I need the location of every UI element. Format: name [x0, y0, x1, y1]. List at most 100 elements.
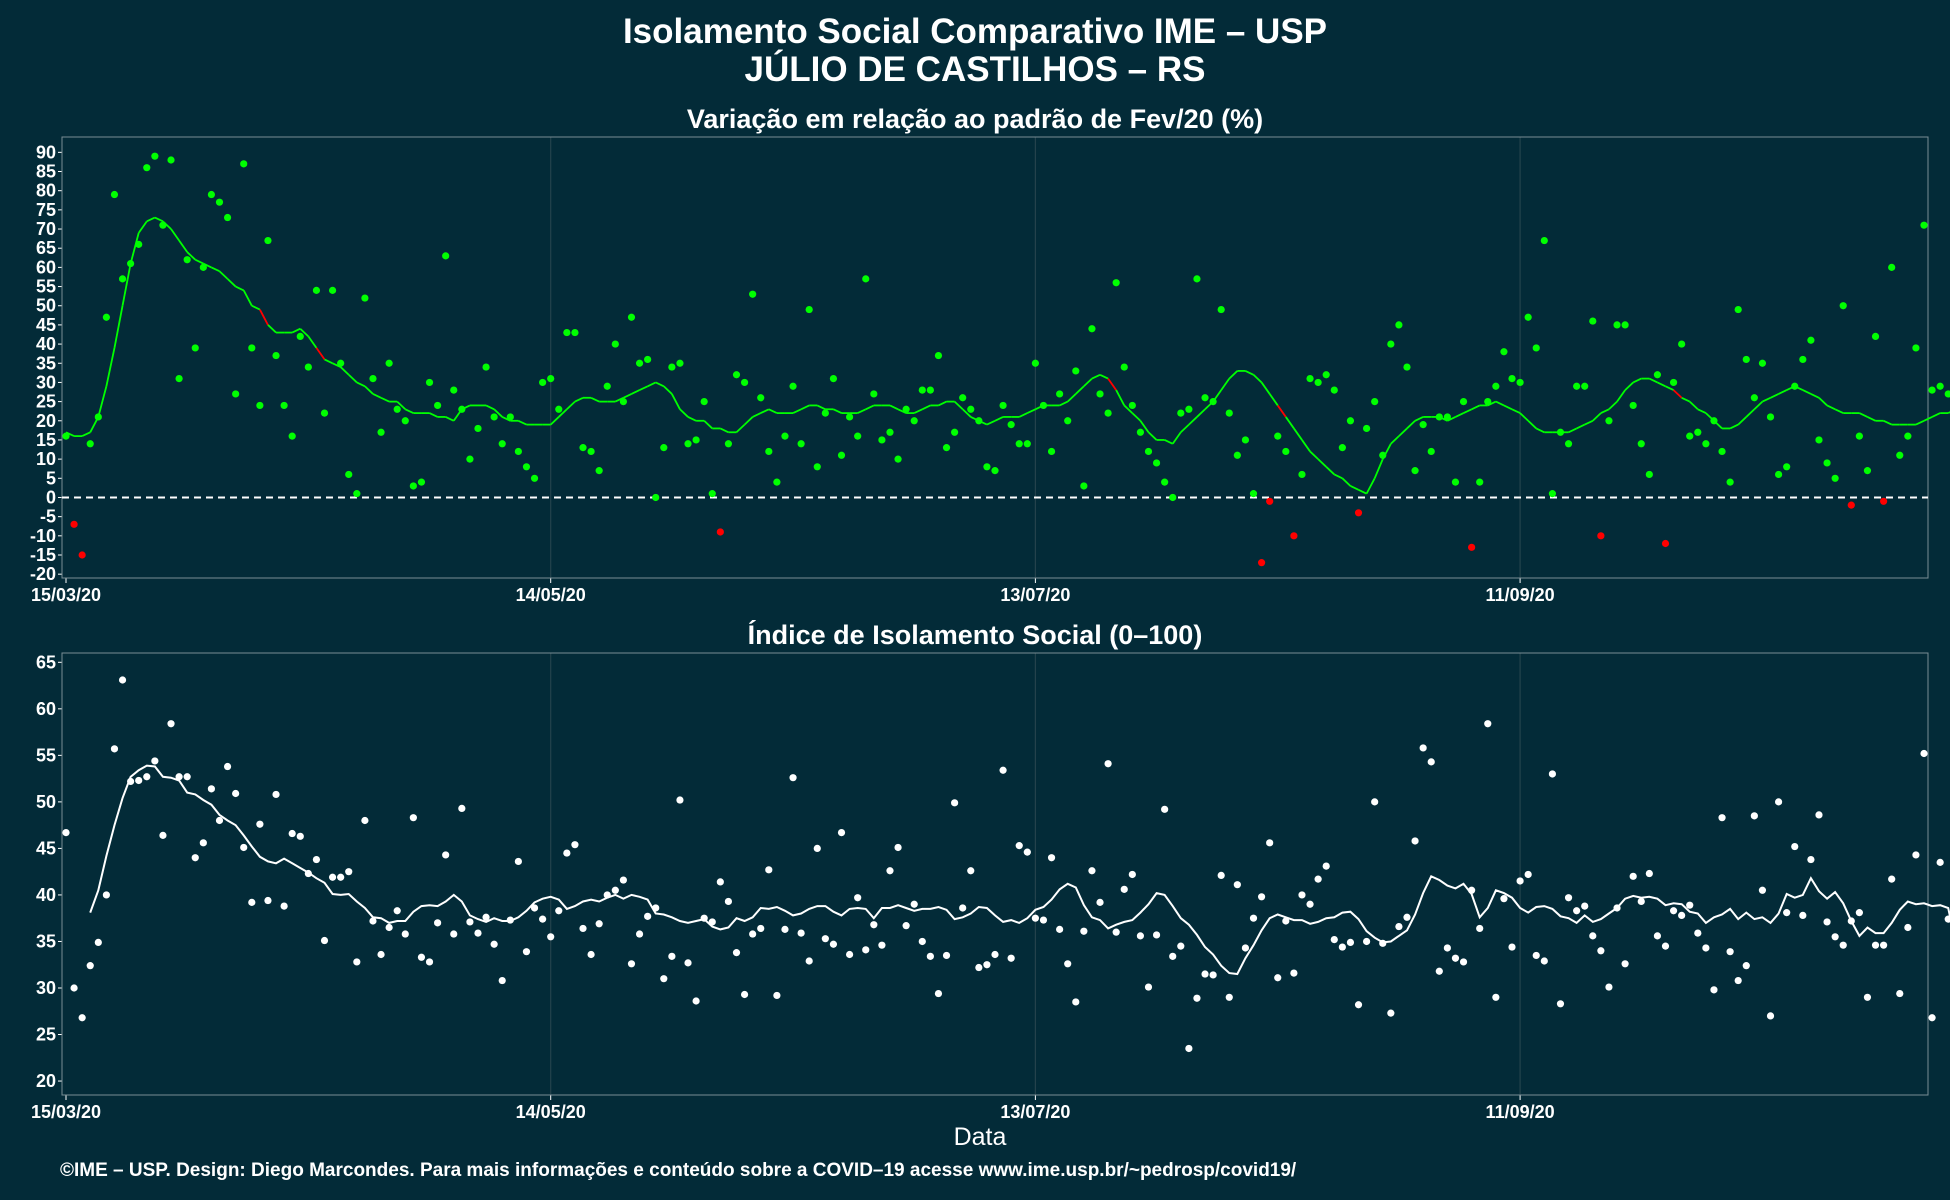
data-point [1314, 378, 1322, 387]
moving-average-segment [558, 408, 568, 418]
data-point [1823, 459, 1831, 467]
moving-average-segment [307, 335, 318, 349]
data-point [417, 953, 426, 961]
data-point [724, 897, 733, 906]
data-point [571, 328, 579, 337]
data-point [959, 394, 967, 402]
data-point [1128, 870, 1136, 879]
moving-average-segment [154, 216, 164, 223]
data-point [902, 405, 910, 413]
data-point [1435, 413, 1443, 421]
data-point [934, 351, 943, 360]
data-point [959, 904, 967, 912]
moving-average-segment [1503, 404, 1513, 411]
data-point [175, 374, 183, 383]
data-point [1888, 875, 1896, 883]
moving-average-segment [137, 220, 148, 234]
data-point [1306, 900, 1314, 908]
data-point [1290, 969, 1298, 977]
plot-frame [61, 136, 1929, 579]
data-point [94, 413, 102, 421]
data-point [1524, 313, 1532, 321]
data-point [1314, 875, 1322, 883]
data-point [1161, 478, 1169, 486]
data-point [1936, 858, 1944, 866]
data-point [1395, 321, 1403, 329]
y-tick-label: 50 [36, 296, 56, 316]
data-point [1096, 390, 1104, 398]
data-point [999, 401, 1007, 410]
data-point [555, 405, 563, 413]
moving-average-segment [146, 216, 156, 223]
data-point [1863, 993, 1872, 1001]
data-point [1589, 317, 1597, 325]
data-point [280, 401, 288, 410]
data-point [1783, 463, 1791, 471]
data-point [337, 359, 345, 367]
data-point [215, 816, 224, 825]
moving-average-segment [1455, 412, 1464, 418]
data-point [1023, 440, 1031, 448]
data-point [1443, 413, 1451, 421]
data-point [1120, 885, 1128, 893]
moving-average-segment [186, 251, 196, 261]
moving-average-segment [1245, 370, 1254, 376]
data-point [660, 444, 668, 452]
data-point [668, 363, 676, 371]
moving-average-line [89, 764, 1950, 976]
moving-average-segment [259, 309, 269, 326]
data-point [595, 467, 603, 475]
data-point [797, 929, 805, 937]
data-point [1904, 432, 1912, 440]
data-point [1678, 340, 1686, 348]
moving-average-segment [663, 385, 673, 395]
moving-average-segment [994, 416, 1004, 422]
moving-average-segment [324, 358, 333, 365]
data-point [781, 432, 789, 440]
moving-average-segment [913, 408, 923, 414]
data-point [1346, 938, 1355, 946]
y-tick-label: 20 [36, 1071, 56, 1091]
data-point [951, 428, 959, 436]
data-point [1047, 447, 1056, 456]
data-point [603, 891, 611, 899]
x-tick-label: 11/09/20 [1486, 585, 1555, 605]
data-point [1193, 994, 1201, 1002]
data-point [110, 745, 119, 753]
data-point [1217, 871, 1225, 879]
moving-average-segment [1778, 389, 1788, 395]
moving-average-segment [1171, 431, 1182, 445]
data-point [1742, 355, 1750, 364]
data-point [611, 886, 619, 894]
data-point [1459, 958, 1468, 966]
data-point [1096, 898, 1104, 906]
data-point [1257, 893, 1266, 901]
data-point [1177, 942, 1185, 950]
data-point [183, 256, 191, 264]
y-tick-label: 60 [36, 699, 56, 719]
data-point [652, 493, 660, 502]
data-point [401, 417, 409, 425]
moving-average-segment [170, 228, 180, 242]
moving-average-segment [178, 240, 188, 253]
y-tick-label: 65 [36, 652, 56, 672]
data-point [1354, 509, 1363, 517]
moving-average-segment [1592, 412, 1602, 422]
data-point [1104, 760, 1112, 768]
y-tick-label: 5 [46, 468, 56, 488]
data-point [1120, 363, 1128, 371]
data-point [951, 799, 959, 807]
data-point [579, 924, 587, 933]
data-point [1508, 943, 1516, 951]
data-point [1847, 917, 1855, 925]
data-point [1330, 936, 1338, 944]
moving-average-segment [1535, 427, 1545, 434]
moving-average-segment [1026, 408, 1036, 414]
data-point [514, 857, 522, 866]
data-point [740, 990, 749, 999]
data-point [1338, 444, 1346, 452]
data-point [563, 849, 571, 857]
data-point [288, 432, 296, 440]
data-point [926, 386, 934, 394]
data-point [603, 382, 611, 390]
